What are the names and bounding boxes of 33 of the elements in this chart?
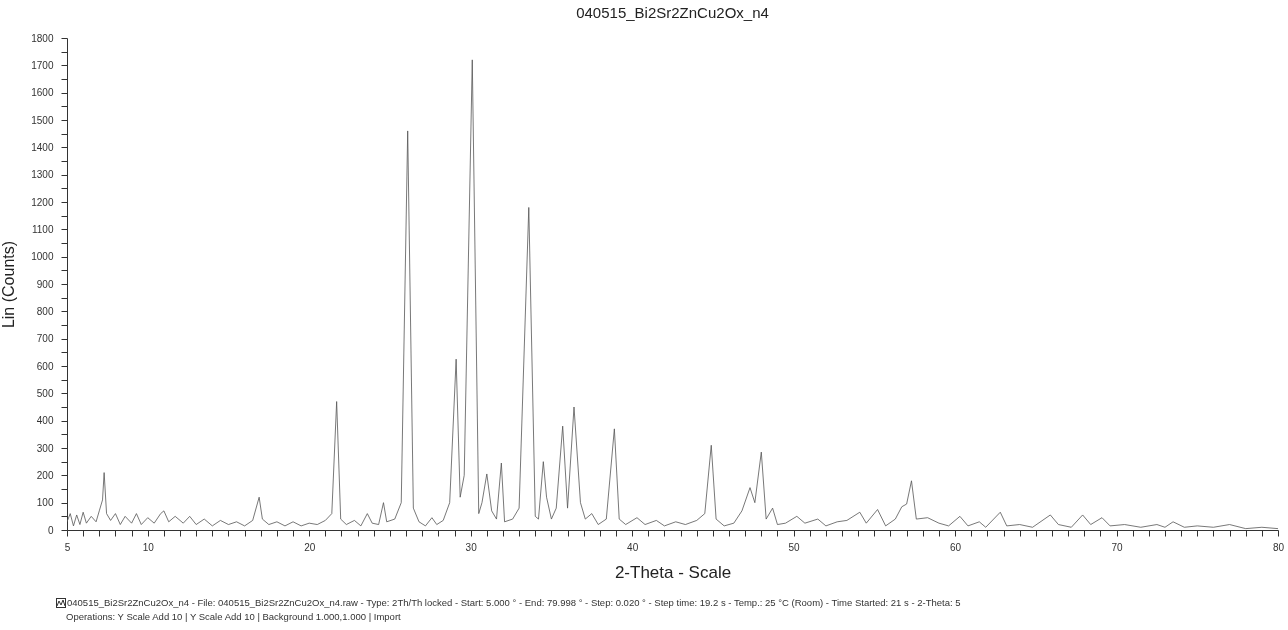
x-axis-title: 2-Theta - Scale	[614, 562, 732, 582]
x-tick-label: 60	[950, 541, 962, 553]
x-tick-label: 10	[142, 541, 155, 553]
chart-title: 040515_Bi2Sr2ZnCu2Ox_n4	[576, 4, 769, 21]
y-tick-label: 400	[36, 415, 54, 427]
y-tick-label: 1300	[31, 169, 54, 181]
x-tick-label: 5	[64, 541, 71, 553]
x-tick-label: 70	[1111, 541, 1124, 553]
y-tick-label: 900	[36, 278, 54, 290]
text: 040515_Bi2Sr2ZnCu2Ox_n4 - File: 040515_Bi2Sr2ZnCu2Ox_n4.raw - Type: 2Th/Th locked - Start: 5.000 ° - End: 79.998 ° - Step: 0.020 ° - Step time: 19.2 s - Temp.: 25 °C (Room) - Time Started: 21 s - 2-Theta: 5	[67, 597, 961, 608]
x-tick-label: 80	[1272, 541, 1285, 553]
y-tick-label: 1800	[31, 32, 54, 44]
x-tick-label: 50	[788, 541, 801, 553]
y-tick-label: 1100	[31, 223, 54, 235]
y-tick-label: 1500	[31, 114, 54, 126]
y-tick-label: 300	[36, 442, 54, 454]
y-tick-label: 800	[36, 305, 54, 317]
y-tick-label: 0	[47, 524, 54, 536]
y-tick-label: 600	[36, 360, 54, 372]
y-axis-title: Lin (Counts)	[0, 240, 18, 329]
y-tick-label: 1600	[31, 87, 54, 99]
y-tick-label: 1000	[31, 251, 54, 263]
y-tick-label: 1700	[31, 59, 54, 71]
y-tick-label: 500	[36, 387, 54, 399]
y-tick-label: 1400	[31, 141, 54, 153]
y-tick-label: 700	[36, 333, 54, 345]
y-tick-label: 1200	[31, 196, 54, 208]
y-tick-label: 200	[36, 469, 54, 481]
x-tick-label: 30	[465, 541, 478, 553]
x-tick-label: 40	[627, 541, 639, 553]
x-tick-label: 20	[304, 541, 316, 553]
text: Operations: Y Scale Add 10 | Y Scale Add 10 | Background 1.000,1.000 | Import	[66, 611, 401, 622]
y-tick-label: 100	[36, 497, 54, 509]
